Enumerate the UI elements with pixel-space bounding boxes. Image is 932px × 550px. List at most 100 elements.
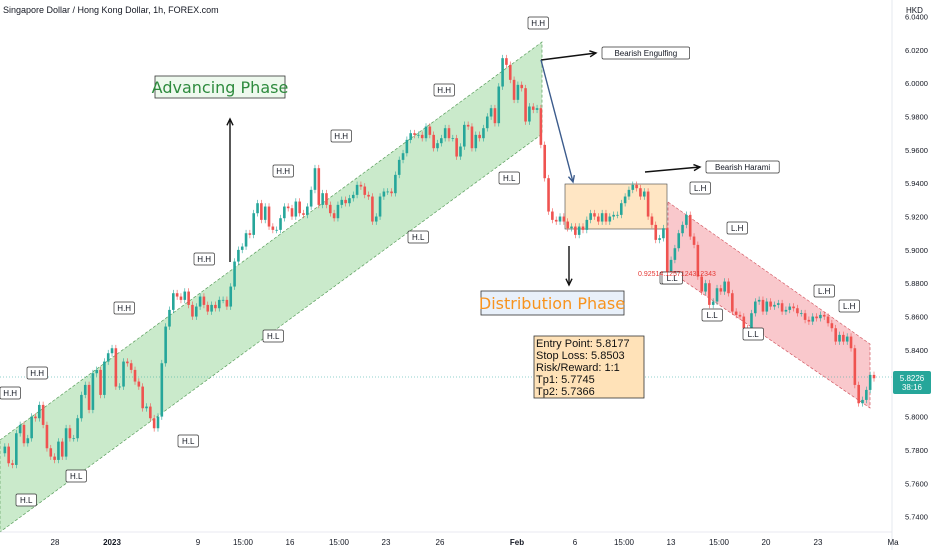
candle-body	[263, 206, 267, 220]
swing-label-box	[26, 366, 48, 380]
candle-body	[769, 301, 772, 307]
candle-body	[355, 184, 359, 195]
candles-layer	[3, 54, 876, 469]
candle-body	[168, 309, 171, 327]
candle-body	[566, 221, 569, 229]
candle-body	[221, 299, 225, 301]
swing-label-box	[813, 284, 835, 298]
candle-body	[214, 304, 217, 309]
candle-body	[306, 206, 309, 215]
candle-body	[455, 138, 458, 157]
candle-body	[822, 314, 826, 317]
candle-body	[535, 108, 539, 110]
candle-body	[447, 128, 451, 139]
bearish-engulfing-arrow-head	[589, 50, 598, 58]
swing-label-box	[15, 493, 37, 507]
candle-body	[849, 336, 853, 349]
swing-label: H.L	[503, 174, 516, 183]
candle-body	[754, 301, 757, 314]
candle-body	[443, 128, 447, 139]
trade-line: Tp1: 5.7745	[536, 374, 595, 386]
candle-body	[581, 226, 585, 230]
candle-body	[459, 146, 462, 157]
candle-body	[283, 206, 286, 219]
y-tick-label: 5.8400	[905, 346, 928, 355]
x-axis[interactable]: 28 2023 9 15:00 16 15:00 23 26 Feb 6 15:00 13 15:00 2…	[0, 531, 899, 547]
candle-body	[179, 296, 183, 300]
candle-body	[508, 64, 512, 80]
swing-label: H.H	[276, 167, 290, 176]
candle-body	[99, 369, 102, 395]
candle-body	[351, 194, 355, 199]
candle-body	[792, 306, 795, 309]
candle-body	[528, 106, 531, 122]
candle-body	[424, 126, 428, 139]
candle-body	[623, 196, 627, 204]
swing-label-box	[742, 327, 764, 341]
swing-label: L.H	[731, 224, 744, 233]
candle-body	[129, 363, 133, 370]
candle-body	[631, 184, 635, 190]
candle-body	[719, 288, 723, 292]
channels-layer	[0, 41, 871, 533]
candle-body	[271, 226, 275, 230]
candle-body	[551, 211, 554, 220]
candle-body	[83, 384, 87, 395]
x-tick-label: 15:00	[233, 538, 254, 547]
candle-body	[413, 133, 416, 135]
candle-body	[41, 404, 45, 425]
swing-label: H.H	[30, 369, 44, 378]
trade-line: Entry Point: 5.8177	[536, 338, 630, 350]
x-tick-label: 9	[196, 538, 201, 547]
candle-body	[524, 88, 527, 122]
y-axis[interactable]: 6.0400 6.0200 6.0000 5.9800 5.9600 5.9400 5.92…	[891, 0, 928, 550]
candle-body	[470, 126, 474, 149]
candle-body	[34, 416, 37, 419]
candle-body	[103, 361, 106, 395]
candle-body	[616, 214, 619, 216]
candle-body	[325, 193, 328, 205]
advancing-box	[154, 75, 286, 99]
candle-body	[348, 198, 351, 204]
candle-body	[141, 386, 144, 409]
x-tick-label: 2023	[103, 538, 121, 547]
candle-body	[815, 316, 818, 319]
candle-body	[436, 143, 439, 149]
candle-body	[750, 313, 753, 334]
up-arrow-head	[226, 117, 234, 126]
candle-body	[562, 216, 566, 222]
x-tick-label: 23	[814, 538, 823, 547]
candle-body	[830, 323, 834, 329]
candle-body	[37, 404, 41, 419]
y-tick-label: 5.9200	[905, 213, 928, 222]
candle-body	[734, 311, 738, 315]
x-tick-label: Ma	[887, 538, 899, 547]
candle-body	[807, 319, 811, 322]
candle-body	[619, 203, 623, 215]
candle-body	[489, 108, 493, 117]
candle-body	[260, 203, 263, 220]
candle-body	[359, 184, 363, 187]
candle-body	[229, 286, 233, 307]
candle-body	[45, 424, 49, 449]
swing-label: L.H	[818, 287, 831, 296]
candle-body	[87, 384, 91, 410]
x-tick-label: 13	[667, 538, 676, 547]
candle-body	[149, 406, 152, 419]
bearish-engulfing-label: Bearish Engulfing	[614, 49, 677, 58]
candle-body	[692, 236, 696, 245]
swing-label-box	[498, 171, 520, 185]
candle-body	[367, 194, 370, 197]
candle-body	[757, 299, 761, 302]
candle-body	[428, 126, 432, 135]
candle-body	[681, 224, 684, 234]
candle-body	[64, 428, 68, 457]
candle-body	[110, 348, 114, 354]
distribution-label: Distribution Phase	[479, 294, 625, 313]
candle-body	[133, 369, 137, 382]
swing-label: L.L	[748, 330, 760, 339]
candle-body	[627, 189, 631, 197]
candle-body	[715, 288, 719, 302]
candle-body	[409, 133, 412, 140]
